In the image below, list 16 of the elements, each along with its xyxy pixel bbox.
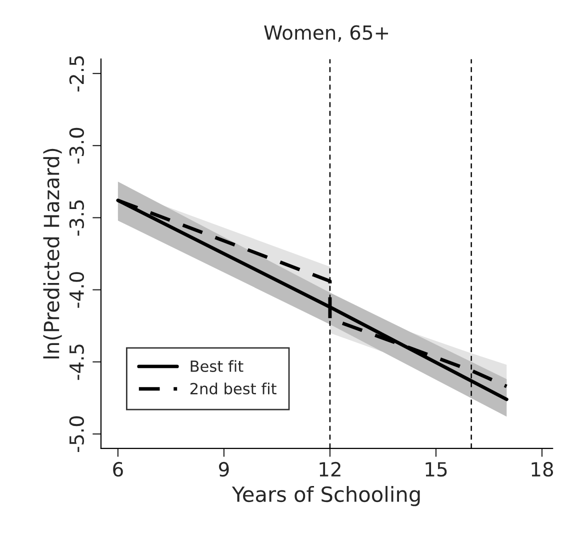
x-tick-label: 6 [113,462,123,477]
y-tick-label: -3.0 [69,128,84,164]
x-tick-label: 15 [426,462,447,477]
y-tick-label: -4.5 [70,344,84,380]
x-axis-title: Years of Schooling [232,486,420,506]
y-tick-label: -3.5 [69,200,84,236]
y-tick-label: -4.0 [69,272,84,308]
x-tick-label: 12 [320,462,340,476]
y-tick-label: -5.0 [69,416,84,452]
legend-label: 2nd best fit [190,382,276,394]
y-tick-label: -2.5 [69,56,84,92]
x-tick-label: 9 [218,462,229,477]
chart-title: Women, 65+ [264,25,388,42]
y-axis-title: ln(Predicted Hazard) [43,148,62,358]
legend-label: Best fit [190,360,244,372]
x-tick-label: 18 [532,462,554,477]
